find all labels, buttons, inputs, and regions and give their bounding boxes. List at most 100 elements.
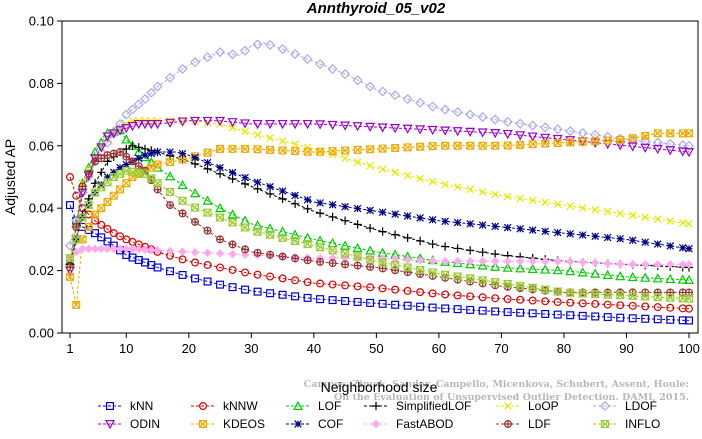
data-point-lof	[665, 273, 676, 284]
y-tick-label: 0.02	[29, 263, 54, 278]
data-point-inflo	[415, 265, 425, 274]
data-point-loop	[266, 134, 274, 142]
data-point-ldf	[366, 262, 375, 271]
data-point-knn	[566, 311, 575, 320]
data-point-knnw	[228, 265, 237, 274]
data-point-fastabod	[684, 260, 694, 269]
data-point-lof	[515, 263, 526, 273]
data-point-simplifiedlof	[465, 246, 475, 255]
data-point-knn	[491, 307, 500, 316]
data-point-ldf	[72, 223, 81, 231]
data-point-odin	[302, 119, 313, 130]
data-point-knnw	[428, 289, 437, 298]
data-point-simplifiedlof	[440, 242, 450, 251]
data-point-odin	[115, 126, 126, 136]
data-point-cof	[166, 148, 174, 156]
data-point-odin	[121, 124, 132, 134]
data-point-knn	[228, 283, 237, 292]
data-point-odin	[683, 148, 695, 158]
series-odin	[64, 116, 695, 276]
data-point-knnw	[103, 225, 112, 234]
data-point-knnw	[391, 285, 400, 294]
data-point-knn	[378, 299, 387, 308]
data-point-ldof	[490, 114, 501, 125]
data-point-fastabod	[578, 257, 587, 267]
x-tick-label: 30	[244, 341, 258, 356]
plot-frame	[61, 20, 699, 334]
data-point-loop	[503, 192, 512, 201]
data-point-lof	[165, 171, 176, 181]
data-point-lof	[677, 274, 688, 284]
data-point-inflo	[327, 246, 338, 255]
data-point-ldof	[352, 75, 363, 86]
data-point-inflo	[240, 223, 250, 232]
data-point-fastabod	[440, 256, 450, 266]
data-point-lof	[590, 268, 601, 278]
data-point-inflo	[552, 287, 563, 296]
data-point-odin	[665, 146, 676, 156]
data-point-inflo	[590, 290, 601, 298]
data-point-ldf	[228, 240, 237, 249]
data-point-fastabod	[628, 260, 637, 269]
data-point-cof	[122, 160, 131, 169]
legend-item-cof: COF	[286, 417, 343, 431]
legend-marker-fastabod	[371, 419, 381, 429]
data-point-knnw	[191, 258, 200, 267]
data-point-ldf	[128, 157, 137, 166]
data-point-cof	[616, 234, 625, 243]
data-point-lof	[540, 264, 551, 274]
data-point-fastabod	[553, 256, 562, 266]
data-point-simplifiedlof	[203, 164, 212, 174]
data-point-odin	[327, 120, 338, 131]
data-point-loop	[416, 174, 424, 183]
data-point-lof	[552, 265, 563, 275]
data-point-ldof	[327, 63, 338, 75]
data-point-lof	[615, 270, 626, 281]
data-point-loop	[466, 185, 474, 194]
data-point-ldof	[527, 120, 538, 131]
data-point-inflo	[615, 291, 626, 300]
data-point-fastabod	[228, 249, 237, 259]
data-point-cof	[528, 226, 537, 234]
series-line-loop	[69, 120, 690, 265]
legend-label-ldof: LDOF	[625, 399, 657, 413]
data-point-cof	[378, 208, 387, 217]
data-point-simplifiedlof	[278, 194, 287, 204]
series-fastabod	[65, 244, 694, 269]
data-point-fastabod	[540, 256, 550, 266]
data-point-cof	[203, 158, 212, 167]
legend-marker-ldf	[504, 420, 513, 428]
data-point-odin	[540, 133, 551, 143]
data-point-kdeos	[466, 141, 475, 150]
data-point-kdeos	[178, 155, 187, 164]
series-line-kdeos	[69, 132, 689, 306]
data-point-ldof	[377, 86, 388, 97]
x-tick-label: 70	[494, 341, 508, 356]
data-point-ldof	[64, 240, 76, 251]
data-point-ldf	[328, 259, 337, 268]
data-point-lof	[527, 263, 538, 274]
data-point-ldf	[116, 148, 125, 156]
data-point-ldof	[215, 47, 226, 58]
data-point-odin	[290, 119, 301, 130]
data-point-ldf	[341, 260, 350, 269]
data-point-odin	[490, 129, 501, 139]
data-point-ldof	[290, 49, 301, 60]
data-point-inflo	[477, 276, 488, 285]
data-point-simplifiedlof	[490, 249, 500, 259]
data-point-odin	[102, 132, 113, 142]
data-point-ldf	[203, 226, 212, 235]
data-point-ldf	[84, 169, 93, 178]
data-point-cof	[341, 202, 349, 211]
data-point-knnw	[641, 302, 650, 311]
data-point-knnw	[684, 304, 693, 313]
data-point-inflo	[490, 278, 501, 287]
y-tick-label: 0.04	[29, 201, 54, 216]
data-point-knnw	[266, 272, 275, 281]
data-point-knnw	[416, 288, 425, 297]
legend-item-knn: kNN	[98, 399, 153, 413]
data-point-knnw	[541, 297, 550, 306]
data-point-inflo	[427, 268, 438, 277]
data-point-kdeos	[441, 141, 450, 150]
data-point-ldof	[440, 104, 451, 115]
